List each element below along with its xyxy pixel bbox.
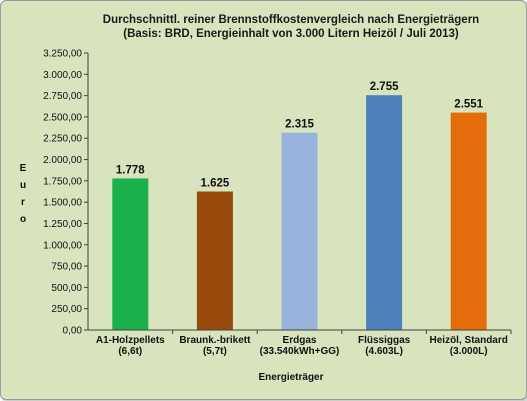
x-tick-label: (6,6t) (118, 346, 142, 357)
y-tick-label: 500,00 (51, 283, 82, 294)
y-axis-title-letter: r (21, 197, 25, 208)
x-axis-labels: A1-Holzpellets(6,6t) Braunk.-brikett(5,7t… (96, 330, 512, 357)
y-tick-label: 2.500,00 (43, 112, 82, 123)
y-tick-label: 2.250,00 (43, 134, 82, 145)
y-tick-label: 3.000,00 (43, 70, 82, 81)
x-tick-label: A1-Holzpellets (96, 335, 165, 346)
y-tick-label: 1.250,00 (43, 219, 82, 230)
y-tick-label: 1.500,00 (43, 198, 82, 209)
y-axis-title-letter: o (20, 214, 26, 225)
y-axis-title-letter: u (20, 180, 26, 191)
bar (196, 191, 233, 330)
data-label: 2.551 (454, 99, 483, 111)
y-axis-title-letter: E (20, 163, 27, 174)
data-label: 2.315 (285, 119, 314, 131)
y-tick-label: 0,00 (63, 326, 83, 337)
y-tick-label: 250,00 (51, 304, 82, 315)
bars (112, 95, 487, 330)
y-tick-label: 2.750,00 (43, 91, 82, 102)
x-tick-label: (4.603L) (365, 346, 403, 357)
bar (450, 112, 487, 330)
x-tick-label: (33.540kWh+GG) (260, 346, 340, 357)
x-tick-label: (5,7t) (203, 346, 227, 357)
bar (281, 132, 318, 330)
bar (112, 178, 149, 330)
y-tick-label: 2.000,00 (43, 155, 82, 166)
y-axis-ticks: 0,00 250,00 500,00 750,00 1.000,00 1.250,00 1.… (43, 49, 88, 337)
x-tick-label: Flüssiggas (358, 335, 411, 346)
bar (366, 95, 403, 330)
x-axis-title: Energieträger (258, 372, 323, 383)
x-tick-label: Heizöl, Standard (430, 335, 508, 346)
chart-subtitle: (Basis: BRD, Energieinhalt von 3.000 Lit… (123, 28, 459, 40)
axes (87, 53, 511, 331)
x-tick-label: (3.000L) (450, 346, 488, 357)
data-label: 1.778 (116, 164, 145, 176)
x-tick-label: Braunk.-brikett (179, 335, 251, 346)
y-tick-label: 1.000,00 (43, 240, 82, 251)
y-tick-label: 1.750,00 (43, 176, 82, 187)
y-tick-label: 750,00 (51, 262, 82, 273)
chart-title: Durchschnittl. reiner Brennstoffkostenve… (103, 14, 479, 26)
data-label: 1.625 (201, 178, 230, 190)
y-tick-label: 3.250,00 (43, 49, 82, 60)
data-labels: 1.778 1.625 2.315 2.755 2.551 (116, 81, 484, 189)
data-label: 2.755 (370, 81, 399, 93)
x-tick-label: Erdgas (283, 335, 317, 346)
